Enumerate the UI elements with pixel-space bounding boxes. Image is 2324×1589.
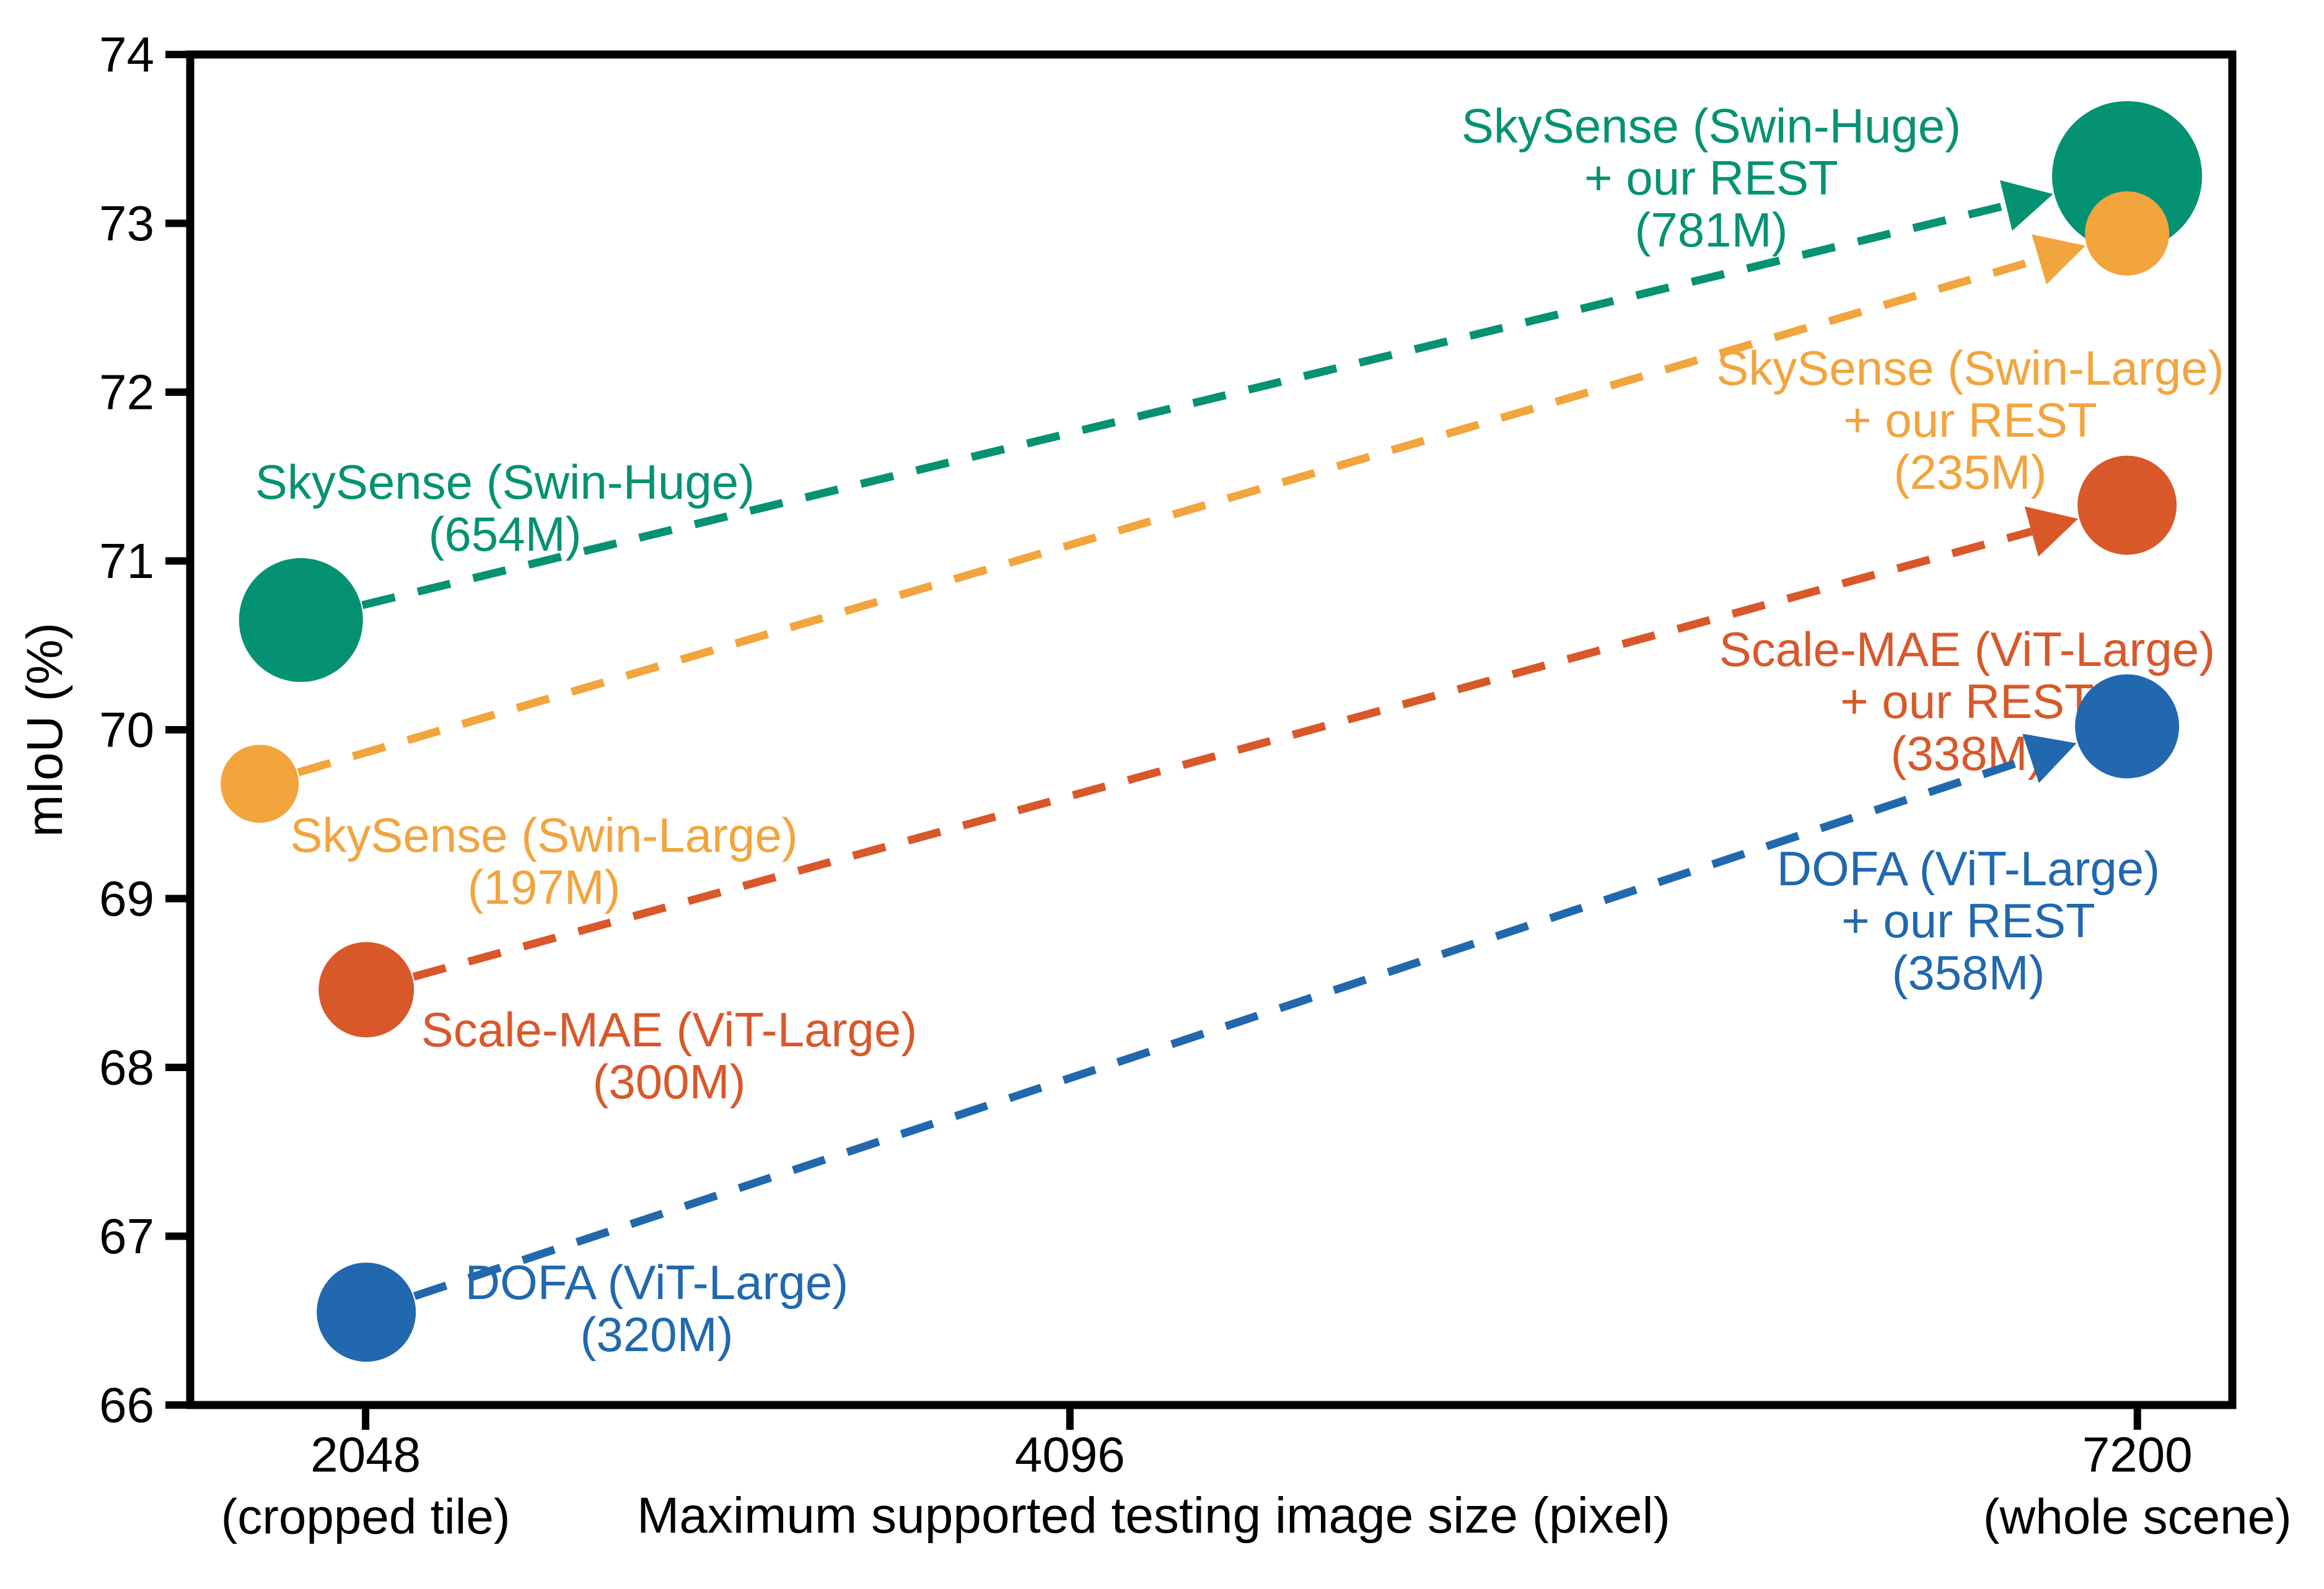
series-dofa-vit-large-arrowhead-icon	[2022, 733, 2077, 784]
series-skysense-swin-large-start-label-line-1: SkySense (Swin-Large)	[290, 808, 797, 862]
series-scale-mae-vit-large-start-label-line-2: (300M)	[592, 1054, 745, 1109]
series-scale-mae-vit-large-trajectory-line	[412, 527, 2033, 981]
y-tick-label-70: 70	[99, 703, 154, 758]
y-axis-label: mIoU (%)	[17, 623, 73, 837]
series-skysense-swin-large-start-label-line-2: (197M)	[467, 860, 620, 914]
x-axis-label: Maximum supported testing image size (pi…	[637, 1487, 1670, 1544]
series-scale-mae-vit-large-end-label-line-2: + our REST	[1840, 674, 2094, 729]
series-skysense-swin-large-trajectory-line	[297, 255, 2041, 777]
y-tick-label-73: 73	[99, 196, 154, 251]
series-dofa-vit-large-end-marker	[2075, 674, 2180, 779]
series-scale-mae-vit-large-end-label-line-3: (338M)	[1890, 726, 2043, 781]
series-scale-mae-vit-large-start-marker	[318, 942, 414, 1038]
series-skysense-swin-large-end-marker	[2085, 191, 2170, 276]
series-skysense-swin-huge-end-label-line-1: SkySense (Swin-Huge)	[1462, 98, 1961, 153]
series-skysense-swin-large-end-label-line-1: SkySense (Swin-Large)	[1716, 341, 2224, 395]
x-tick-sublabel-2048: (cropped tile)	[221, 1489, 511, 1544]
series-dofa-vit-large-start-marker	[317, 1263, 416, 1362]
series-dofa-vit-large-end-label-line-3: (358M)	[1892, 945, 2045, 1000]
x-tick-label-7200: 7200	[2082, 1427, 2193, 1482]
y-tick-label-68: 68	[99, 1040, 154, 1095]
y-tick-label-72: 72	[99, 365, 154, 420]
y-tick-label-74: 74	[99, 27, 154, 82]
series-skysense-swin-huge-end-marker	[2052, 101, 2203, 252]
series-scale-mae-vit-large-arrowhead-icon	[2024, 506, 2079, 557]
y-tick-label-67: 67	[99, 1209, 154, 1264]
series-skysense-swin-huge-trajectory-line	[361, 201, 2007, 610]
series-skysense-swin-huge-arrowhead-icon	[1999, 180, 2053, 231]
series-skysense-swin-huge-start-label-line-2: (654M)	[428, 507, 581, 561]
series-skysense-swin-large-end-label-line-3: (235M)	[1893, 445, 2046, 499]
y-tick-label-69: 69	[99, 871, 154, 926]
series-dofa-vit-large-end-label-line-2: + our REST	[1841, 893, 2095, 948]
series-skysense-swin-large-end-label-line-2: + our REST	[1843, 393, 2097, 447]
series-skysense-swin-large-start-marker	[221, 745, 299, 823]
x-tick-label-2048: 2048	[310, 1427, 421, 1482]
series-scale-mae-vit-large-end-marker	[2077, 455, 2177, 555]
series-skysense-swin-large-arrowhead-icon	[2032, 234, 2086, 284]
series-skysense-swin-huge-end-label-line-3: (781M)	[1634, 203, 1787, 257]
series-skysense-swin-huge-start-label-line-1: SkySense (Swin-Huge)	[255, 455, 755, 509]
series-scale-mae-vit-large-start-label-line-1: Scale-MAE (ViT-Large)	[421, 1002, 918, 1057]
x-tick-sublabel-7200: (whole scene)	[1983, 1489, 2292, 1544]
y-tick-label-71: 71	[99, 533, 154, 589]
y-tick-label-66: 66	[99, 1378, 154, 1433]
series-skysense-swin-huge-end-label-line-2: + our REST	[1584, 151, 1838, 205]
series-scale-mae-vit-large-end-label-line-1: Scale-MAE (ViT-Large)	[1719, 622, 2216, 676]
series-skysense-swin-huge-start-marker	[239, 558, 363, 682]
series-dofa-vit-large-end-label-line-1: DOFA (ViT-Large)	[1777, 841, 2160, 896]
series-dofa-vit-large-start-label-line-1: DOFA (ViT-Large)	[465, 1255, 848, 1310]
series-dofa-vit-large-start-label-line-2: (320M)	[580, 1307, 733, 1362]
x-tick-label-4096: 4096	[1015, 1427, 1125, 1482]
